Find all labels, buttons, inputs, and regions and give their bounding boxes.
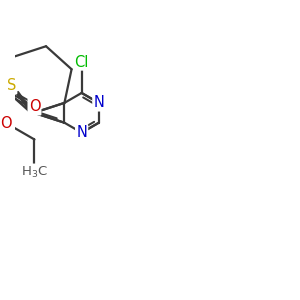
Text: N: N bbox=[93, 95, 104, 110]
Text: H$_3$C: H$_3$C bbox=[21, 165, 48, 180]
Text: S: S bbox=[7, 78, 16, 93]
Text: O: O bbox=[0, 116, 12, 131]
Text: N: N bbox=[76, 125, 87, 140]
Text: O: O bbox=[29, 99, 40, 114]
Text: Cl: Cl bbox=[74, 55, 89, 70]
